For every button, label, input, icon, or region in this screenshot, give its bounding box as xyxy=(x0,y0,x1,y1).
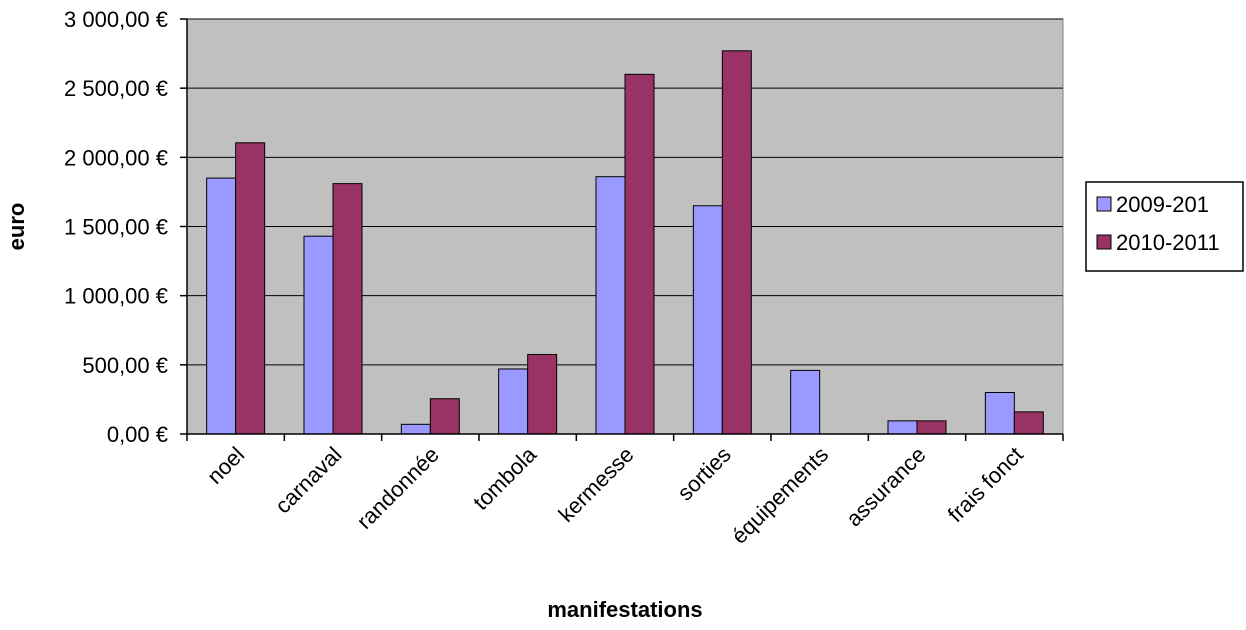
bar-kermesse-2010-2011 xyxy=(624,73,655,435)
bar-carnaval-2009-201 xyxy=(303,235,334,435)
bar-kermesse-2009-201 xyxy=(595,176,626,435)
bar-assurance-2010-2011 xyxy=(916,420,947,435)
axes xyxy=(180,18,1064,441)
bar-noel-2009-201 xyxy=(206,177,237,435)
y-tick-label: 1 500,00 € xyxy=(64,215,168,240)
x-category-label: randonnée xyxy=(352,442,444,534)
y-tick-label: 0,00 € xyxy=(107,422,168,447)
x-axis-title: manifestations xyxy=(547,597,702,622)
y-axis-title: euro xyxy=(4,203,29,251)
x-category-label: équipements xyxy=(726,442,833,549)
x-category-label: tombola xyxy=(468,441,542,515)
x-category-label: noel xyxy=(202,442,249,489)
x-category-labels: noel carnaval randonnée tombola kermesse sort… xyxy=(202,441,1028,548)
x-category-label: sorties xyxy=(672,442,735,505)
bar-carnaval-2010-2011 xyxy=(332,183,363,435)
bars xyxy=(206,50,1044,435)
y-tick-label: 500,00 € xyxy=(82,353,168,378)
x-category-label: frais fonct xyxy=(943,442,1028,527)
legend-swatch xyxy=(1096,196,1112,212)
legend-label: 2009-201 xyxy=(1116,192,1209,217)
bar-frais fonct-2009-201 xyxy=(984,392,1015,435)
y-tick-label: 2 000,00 € xyxy=(64,145,168,170)
bar-sorties-2010-2011 xyxy=(721,50,752,435)
x-category-label: assurance xyxy=(841,442,930,531)
x-category-label: carnaval xyxy=(270,442,346,518)
legend: 2009-201 2010-2011 xyxy=(1085,181,1244,272)
bar-tombola-2009-201 xyxy=(498,368,529,435)
bar-randonnée-2010-2011 xyxy=(429,398,460,435)
bar-sorties-2009-201 xyxy=(692,205,723,435)
y-tick-labels: 0,00 € 500,00 € 1 000,00 € 1 500,00 € 2 000,… xyxy=(64,7,168,447)
legend-box xyxy=(1085,181,1244,272)
legend-swatch xyxy=(1096,234,1112,250)
bar-randonnée-2009-201 xyxy=(400,423,431,435)
x-category-label: kermesse xyxy=(553,442,638,527)
y-tick-label: 2 500,00 € xyxy=(64,76,168,101)
bar-frais fonct-2010-2011 xyxy=(1013,411,1044,435)
bar-assurance-2009-201 xyxy=(887,420,918,435)
bar-équipements-2009-201 xyxy=(790,369,821,435)
bar-tombola-2010-2011 xyxy=(527,353,558,435)
y-tick-label: 3 000,00 € xyxy=(64,7,168,32)
bar-noel-2010-2011 xyxy=(235,142,266,435)
legend-label: 2010-2011 xyxy=(1116,230,1220,255)
y-tick-label: 1 000,00 € xyxy=(64,284,168,309)
